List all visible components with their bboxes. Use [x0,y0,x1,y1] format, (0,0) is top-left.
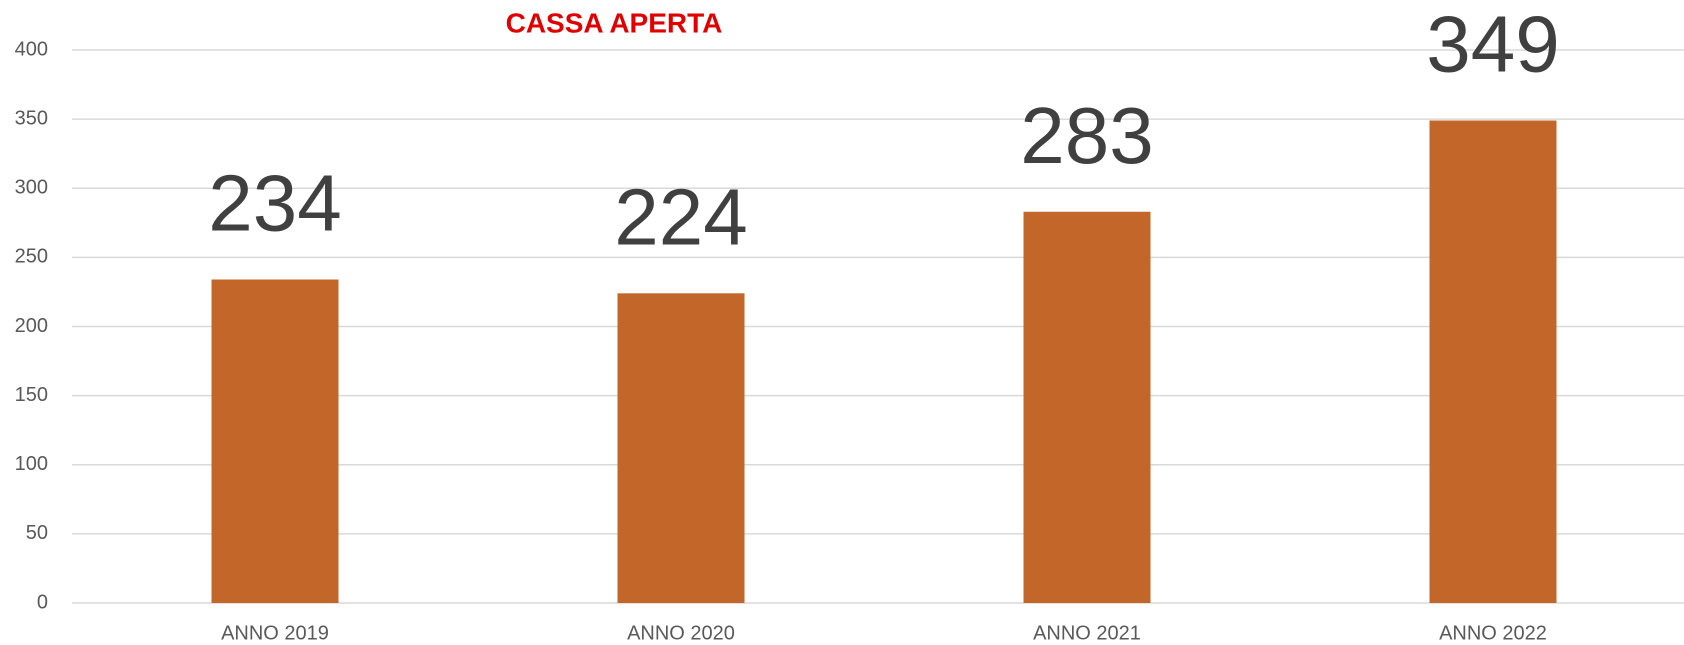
x-tick-label: ANNO 2020 [627,622,735,644]
bar [1023,211,1151,603]
chart-title: CASSA APERTA [506,7,723,38]
data-label: 234 [208,159,341,248]
data-label: 283 [1020,91,1153,180]
x-tick-label: ANNO 2022 [1439,622,1547,644]
x-tick-label: ANNO 2021 [1033,622,1141,644]
y-tick-label: 0 [37,591,48,613]
y-tick-label: 150 [15,384,48,406]
y-tick-label: 350 [15,107,48,129]
y-tick-label: 50 [26,522,48,544]
bar [1429,120,1557,603]
y-tick-label: 200 [15,315,48,337]
x-tick-label: ANNO 2019 [221,622,329,644]
bar [617,293,745,603]
y-tick-label: 100 [15,453,48,475]
y-tick-label: 250 [15,246,48,268]
y-tick-label: 400 [15,38,48,60]
data-label: 224 [614,172,747,261]
y-tick-label: 300 [15,177,48,199]
data-label: 349 [1426,0,1559,89]
bar [211,279,339,603]
